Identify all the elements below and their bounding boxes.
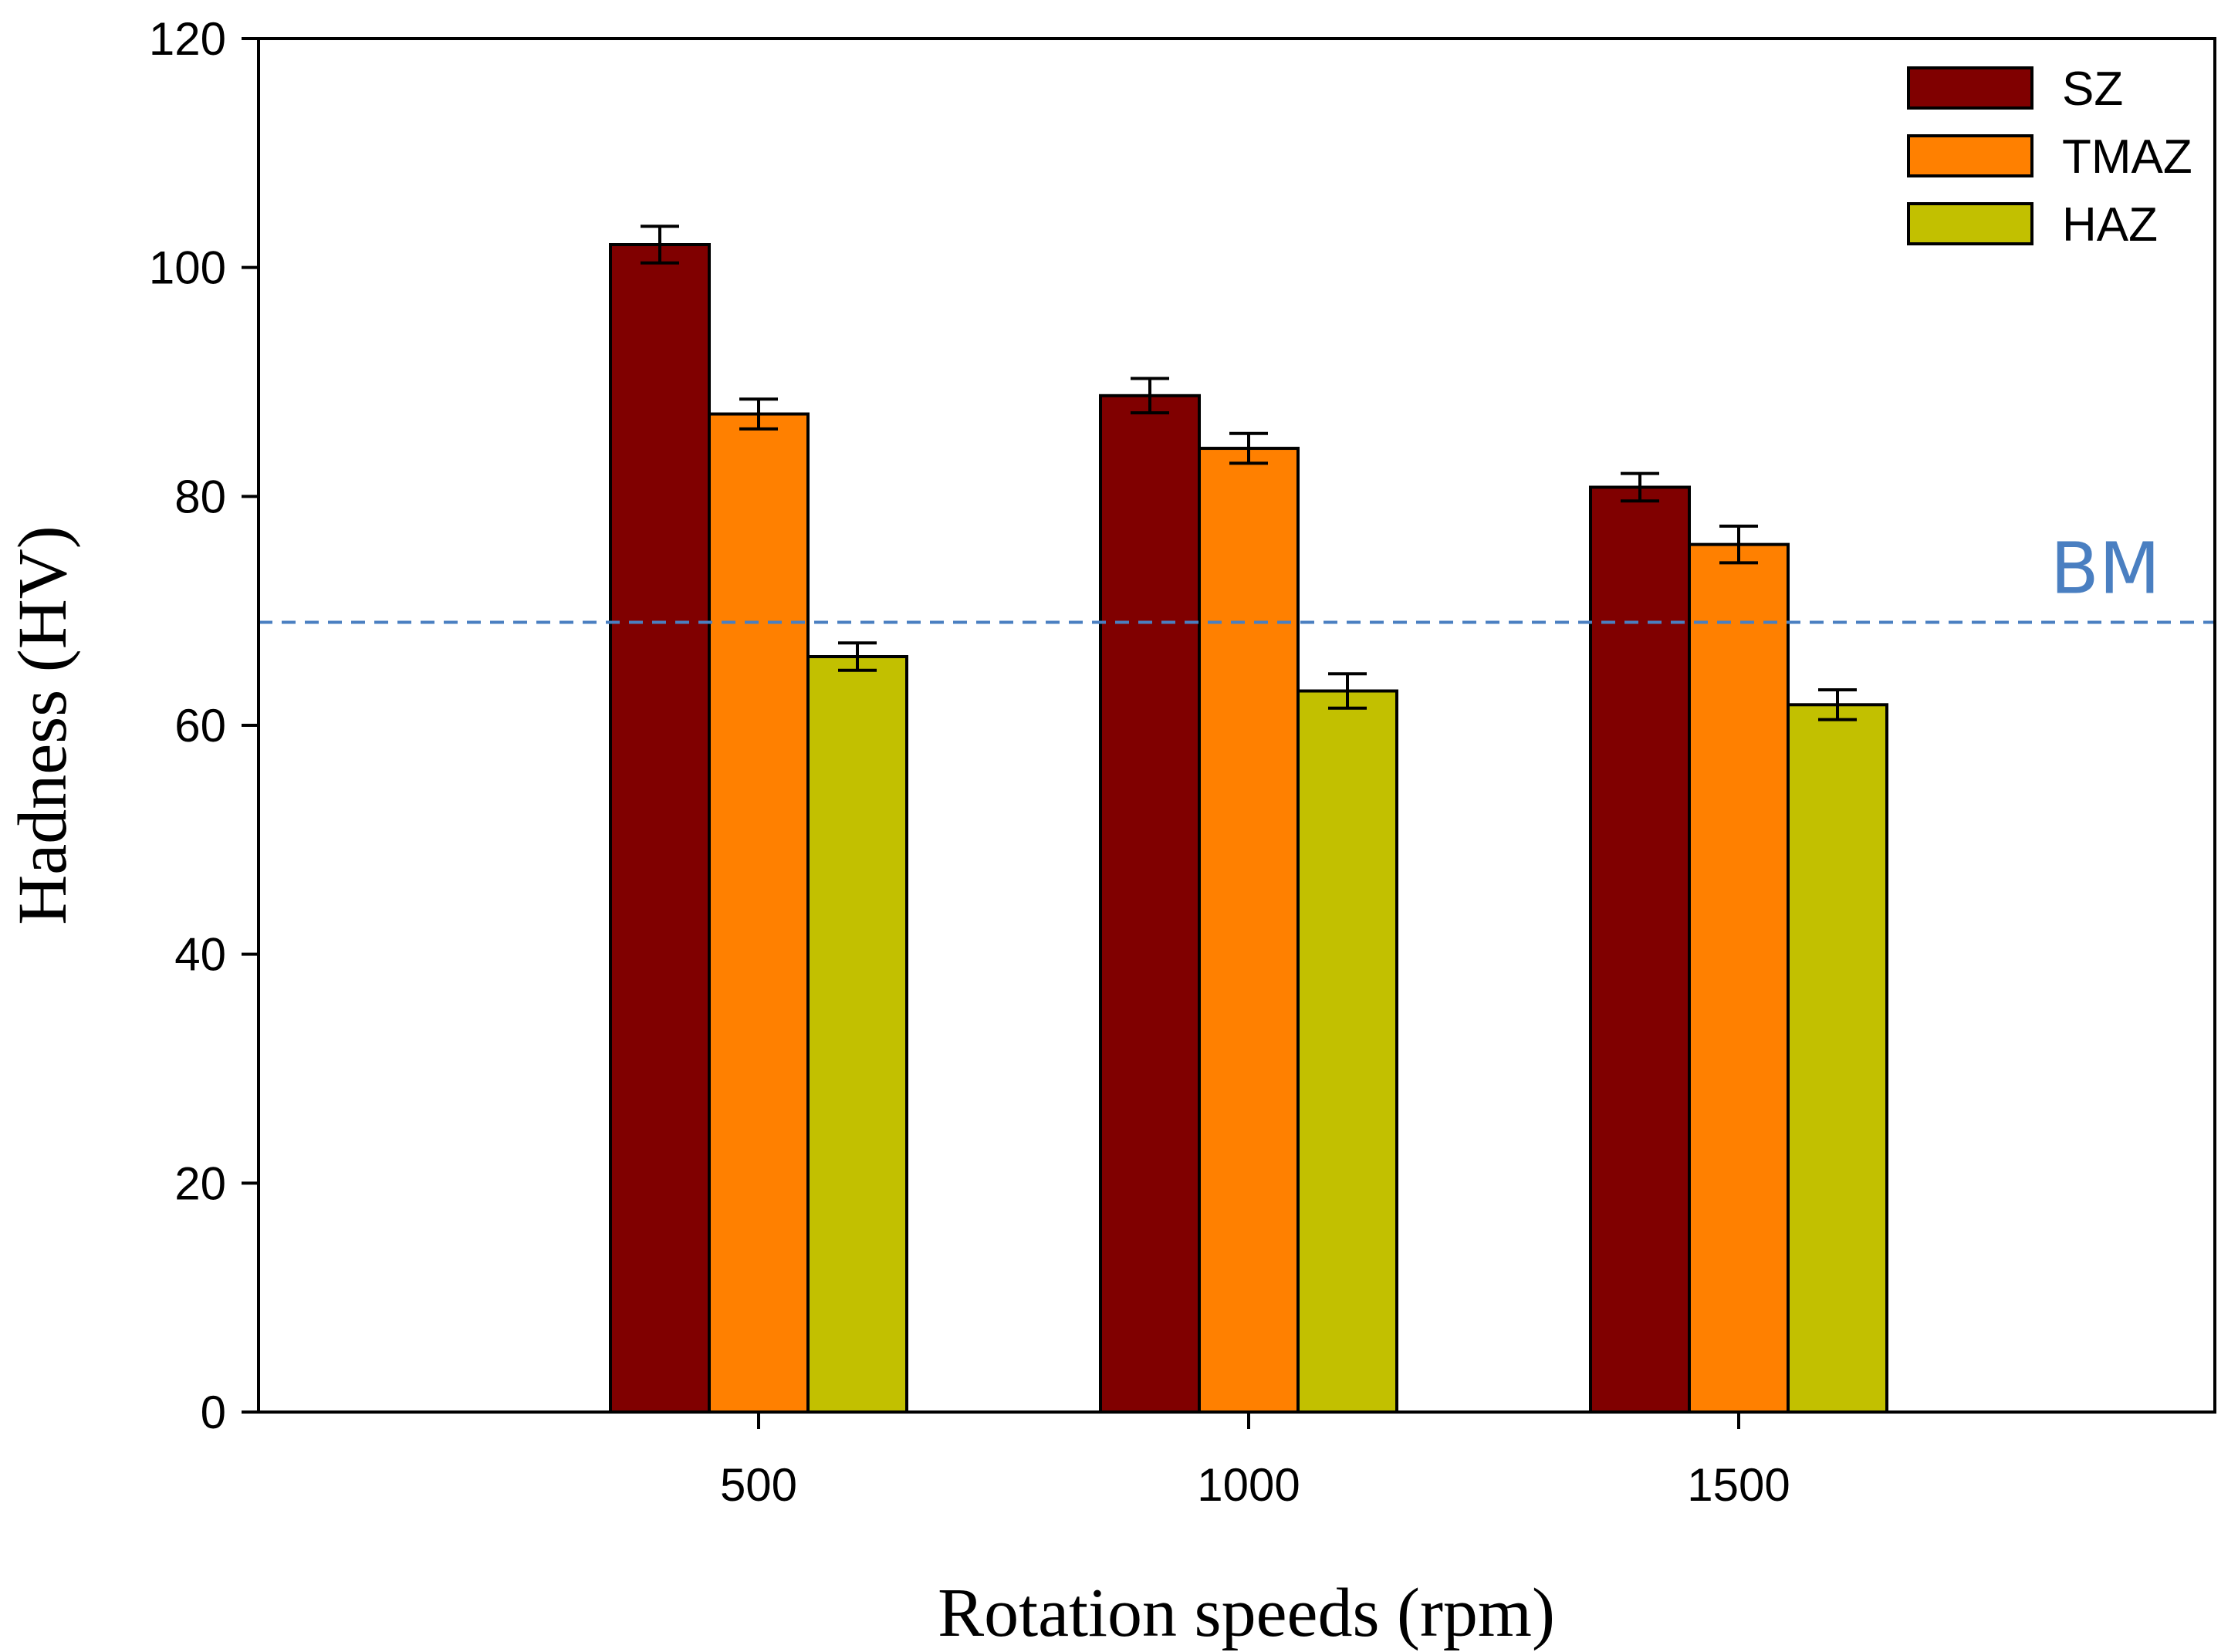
y-tick-label: 100: [149, 242, 226, 294]
y-tick-label: 120: [149, 13, 226, 65]
error-bar-tmaz-1500: [1719, 524, 1758, 565]
legend-item-haz: HAZ: [1907, 198, 2158, 252]
bar-tmaz-1500: [1688, 542, 1790, 1414]
bar-tmaz-1000: [1198, 447, 1300, 1414]
y-tick-label: 80: [174, 471, 226, 522]
error-bar-haz-1500: [1818, 688, 1857, 721]
bar-sz-1000: [1099, 394, 1201, 1414]
error-bar-haz-500: [838, 641, 877, 672]
bar-tmaz-500: [708, 412, 810, 1414]
error-bar-sz-1000: [1131, 377, 1169, 415]
legend-swatch: [1907, 66, 2033, 110]
error-bar-tmaz-1000: [1229, 431, 1268, 465]
bm-reference-label: BM: [2050, 528, 2161, 610]
y-tick-label: 60: [174, 700, 226, 752]
legend-label: TMAZ: [2062, 130, 2192, 184]
legend-item-tmaz: TMAZ: [1907, 130, 2192, 184]
error-bar-sz-500: [641, 225, 679, 265]
legend: SZ TMAZ HAZ: [1907, 62, 2192, 252]
bar-haz-1000: [1296, 689, 1398, 1414]
bar-sz-1500: [1589, 485, 1691, 1414]
bar-sz-500: [609, 243, 711, 1414]
y-axis: 0 20 40 60 80 100 120: [149, 13, 259, 1438]
x-axis: 500 1000 1500: [720, 1412, 1790, 1511]
x-tick-label: 1000: [1197, 1459, 1300, 1511]
y-tick-label: 20: [174, 1157, 226, 1209]
error-bars-layer: [641, 225, 1857, 721]
y-axis-title: Hadness (HV): [5, 525, 81, 924]
legend-label: SZ: [2062, 62, 2123, 116]
error-bar-tmaz-500: [739, 397, 778, 431]
legend-swatch: [1907, 202, 2033, 245]
y-tick-label: 40: [174, 929, 226, 981]
legend-item-sz: SZ: [1907, 62, 2123, 116]
y-tick-label: 0: [201, 1387, 226, 1438]
x-tick-label: 500: [720, 1459, 797, 1511]
legend-label: HAZ: [2062, 198, 2158, 252]
x-tick-label: 1500: [1687, 1459, 1790, 1511]
error-bar-haz-1000: [1328, 672, 1367, 710]
x-axis-title: Rotation speeds (rpm): [938, 1575, 1555, 1651]
bar-haz-1500: [1787, 703, 1888, 1414]
error-bar-sz-1500: [1621, 471, 1659, 503]
bars-layer: [609, 243, 1888, 1414]
legend-swatch: [1907, 134, 2033, 177]
bar-haz-500: [806, 655, 908, 1414]
